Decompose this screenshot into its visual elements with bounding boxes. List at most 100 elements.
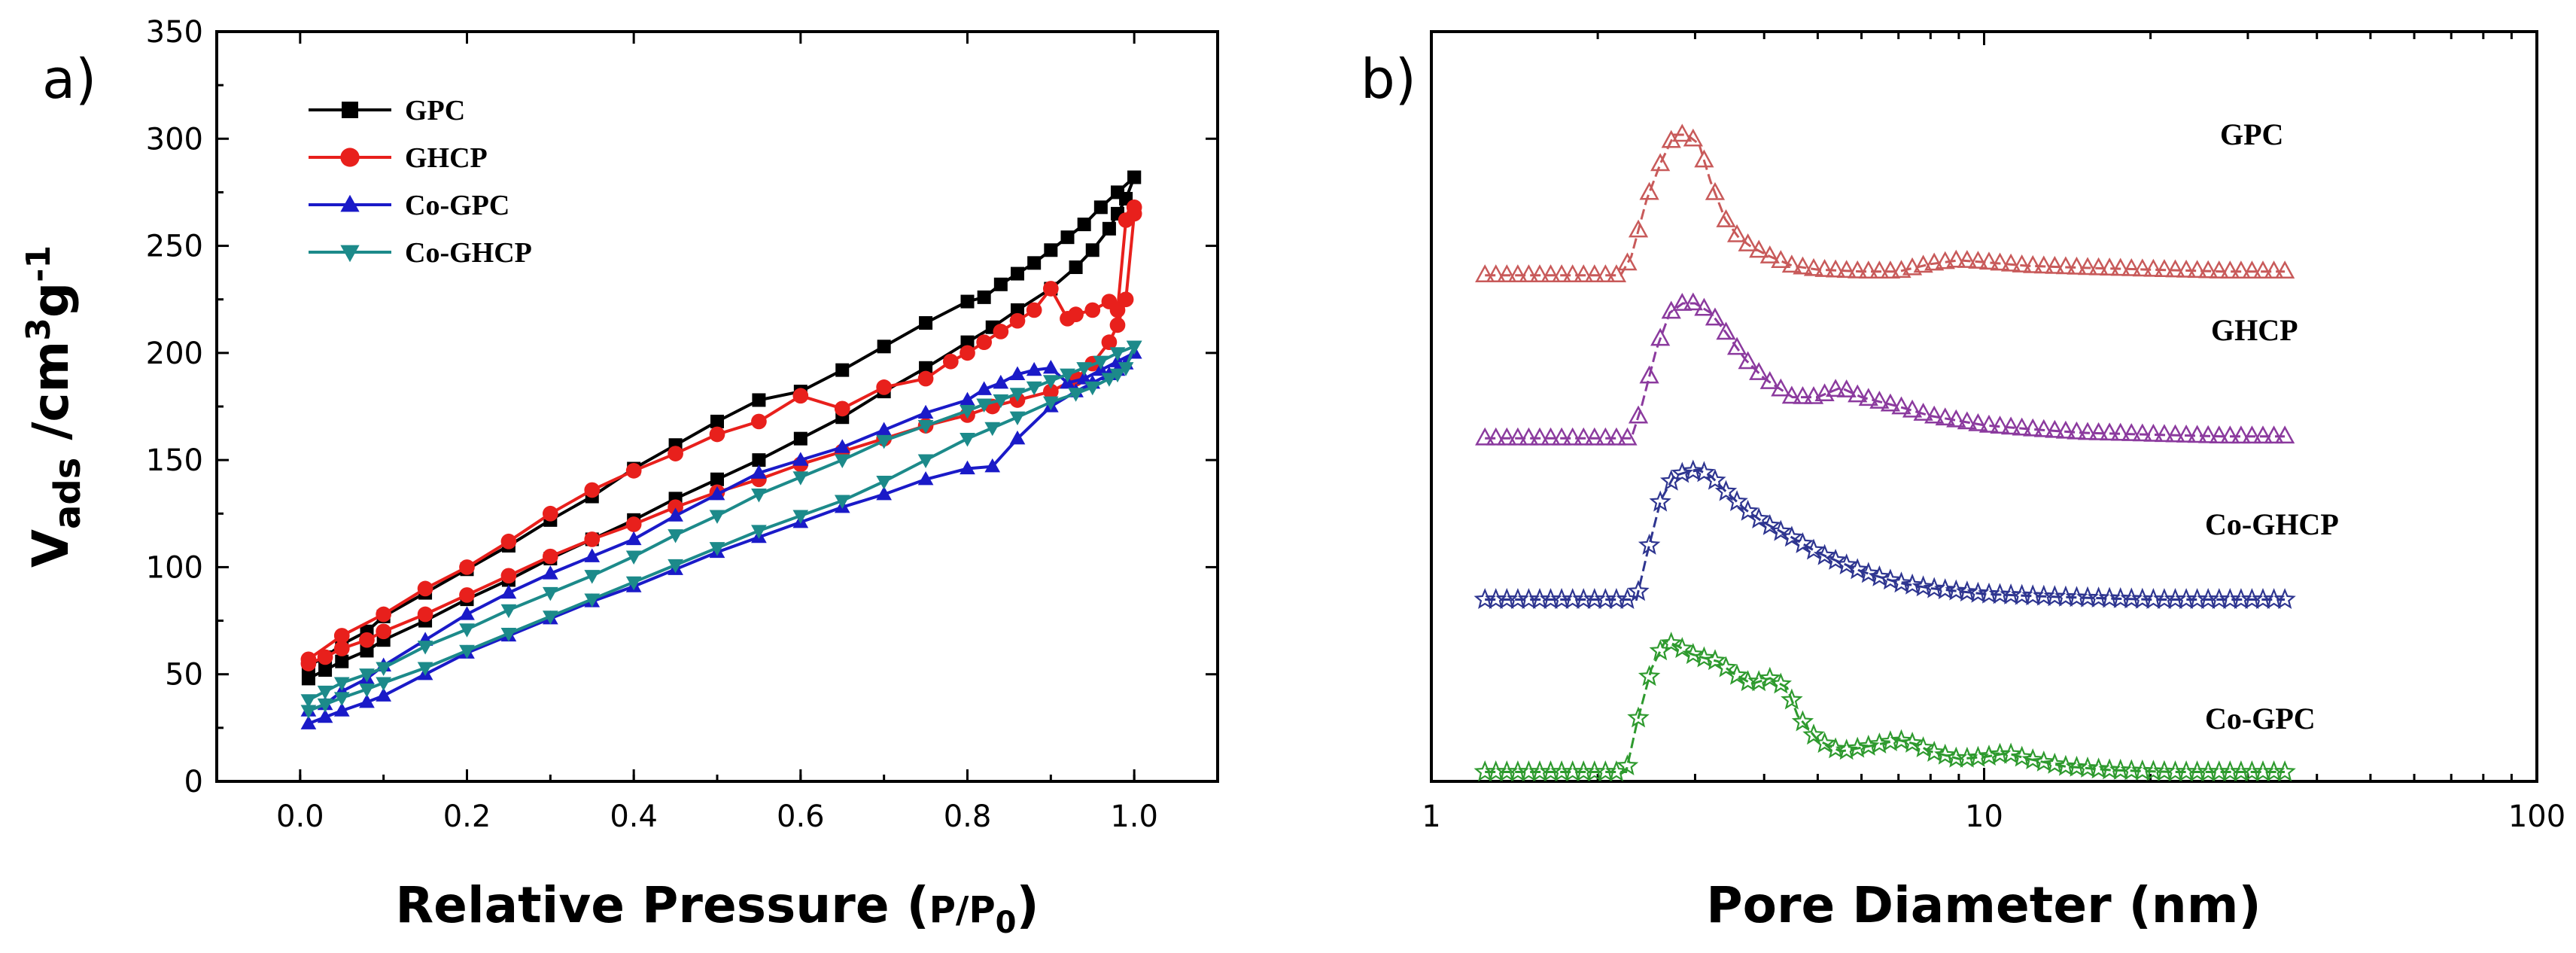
gpc-desorption-point [877, 339, 891, 354]
gpc-adsorption-point [710, 472, 724, 486]
panel-a-x-axis-title: Relative Pressure (P/P0) [395, 876, 1039, 940]
gpc-desorption-point [710, 414, 724, 428]
ghcp-adsorption-point [500, 568, 517, 584]
b-co-gpc-point [1966, 745, 1990, 767]
gpc-desorption-point [835, 363, 850, 377]
gpc-desorption-point [1077, 218, 1091, 232]
b-ghcp-point [2121, 423, 2142, 441]
b-ghcp-point [1759, 371, 1780, 389]
b-co-gpc-point [1769, 672, 1793, 694]
b-ghcp-point [2209, 425, 2229, 443]
co-ghcp-desorption-point [668, 529, 683, 543]
b-ghcp-point [1803, 385, 1824, 404]
panel-a-y-tick-label: 200 [146, 336, 203, 371]
b-ghcp-point [1716, 321, 1736, 340]
co-ghcp-desorption-point [317, 685, 333, 700]
co-ghcp-desorption-point [417, 641, 433, 655]
b-co-ghcp-point [1714, 480, 1738, 501]
b-ghcp-point [1826, 379, 1846, 397]
b-gpc-point [1869, 260, 1890, 279]
b-ghcp-point [1562, 427, 1583, 446]
b-ghcp-point [1617, 427, 1638, 446]
b-gpc-point [1858, 260, 1878, 279]
b-gpc-point [2231, 260, 2251, 279]
b-gpc-point [2143, 258, 2164, 277]
b-gpc-point [1551, 264, 1572, 282]
b-co-ghcp-point [1682, 459, 1705, 481]
b-ghcp-point [1529, 427, 1550, 446]
co-gpc-adsorption-line [308, 352, 1136, 726]
b-gpc-point [1726, 224, 1747, 242]
b-gpc-point [1793, 256, 1813, 275]
panel-a-x-tick-label: 0.4 [610, 799, 658, 834]
b-co-gpc-point [1901, 731, 1924, 753]
b-ghcp-line [1485, 302, 2286, 440]
b-co-ghcp-point [1879, 568, 1902, 590]
co-gpc-desorption-point [876, 422, 893, 436]
gpc-adsorption-point [1085, 243, 1099, 257]
co-gpc-desorption-point [993, 374, 1009, 389]
co-ghcp-adsorption-point [417, 662, 433, 676]
b-ghcp-point [2275, 425, 2295, 444]
co-ghcp-adsorption-point [1068, 388, 1084, 402]
co-ghcp-adsorption-point [500, 627, 517, 642]
co-ghcp-adsorption-point [960, 433, 975, 447]
panel-b-label: b) [1361, 47, 1416, 111]
b-co-gpc-point [1846, 736, 1869, 758]
co-ghcp-desorption-point [1009, 388, 1026, 402]
b-ghcp-point [2000, 416, 2021, 435]
b-co-gpc-point [1692, 646, 1716, 668]
co-gpc-desorption-point [1026, 361, 1042, 376]
b-ghcp-point [2012, 417, 2032, 436]
b-gpc-point [2252, 260, 2273, 279]
ghcp-adsorption-point [317, 649, 333, 665]
ghcp-adsorption-point [584, 531, 601, 547]
gpc-adsorption-point [318, 663, 333, 677]
b-gpc-point [2100, 257, 2120, 276]
b-co-gpc-point [2273, 760, 2296, 782]
co-gpc-adsorption-point [359, 693, 375, 708]
co-gpc-adsorption-point [960, 460, 975, 475]
b-gpc-point [2220, 260, 2240, 279]
co-ghcp-adsorption-point [459, 644, 475, 659]
b-co-ghcp-point [1890, 571, 1913, 593]
gpc-desorption-point [1093, 200, 1108, 215]
b-ghcp-point [1672, 293, 1692, 311]
b-co-ghcp-point [1791, 531, 1814, 553]
b-gpc-point [1913, 254, 1933, 273]
gpc-adsorption-point [919, 361, 933, 375]
b-co-ghcp-point [1813, 543, 1836, 565]
panel-b-x-tick-label: 10 [1965, 799, 2003, 834]
ghcp-desorption-point [876, 379, 893, 395]
co-ghcp-adsorption-point [625, 576, 642, 591]
co-gpc-desorption-point [625, 531, 642, 546]
b-gpc-point [1957, 249, 1977, 268]
ghcp-desorption-point [709, 426, 725, 443]
b-co-gpc-point [1857, 734, 1880, 756]
b-co-ghcp-point [1638, 533, 1661, 555]
panel-a-ticks: 0.0 0.2 0.4 0.6 0.8 1.0 0 50 100 150 200 250 300 350 [146, 15, 1219, 834]
b-co-ghcp-point [1901, 573, 1924, 595]
ghcp-desorption-point [417, 580, 433, 597]
ghcp-desorption-point [584, 482, 601, 498]
ghcp-adsorption-point [668, 499, 683, 516]
legend-label-ghcp: GHCP [405, 142, 488, 174]
b-ghcp-point [2100, 422, 2120, 441]
co-gpc-desorption-point [500, 584, 517, 599]
b-co-ghcp-point [1769, 519, 1793, 541]
b-co-gpc-point [1726, 663, 1748, 685]
panel-a-x-tick-label: 0.6 [777, 799, 825, 834]
b-gpc-point [1486, 264, 1506, 282]
gpc-desorption-point [993, 277, 1008, 291]
b-gpc-point [1891, 260, 1911, 279]
ghcp-adsorption-point [459, 587, 475, 603]
panel-a-x-tick-label: 0.0 [276, 799, 324, 834]
b-ghcp-point [1836, 379, 1857, 397]
b-gpc-point [2187, 260, 2207, 279]
b-co-ghcp-point [1824, 548, 1847, 570]
b-co-gpc-point [1879, 730, 1902, 751]
co-ghcp-desorption-point [917, 419, 934, 434]
co-ghcp-desorption-point [960, 405, 975, 419]
b-ghcp-point [2176, 424, 2197, 443]
co-gpc-desorption-point [960, 391, 975, 406]
